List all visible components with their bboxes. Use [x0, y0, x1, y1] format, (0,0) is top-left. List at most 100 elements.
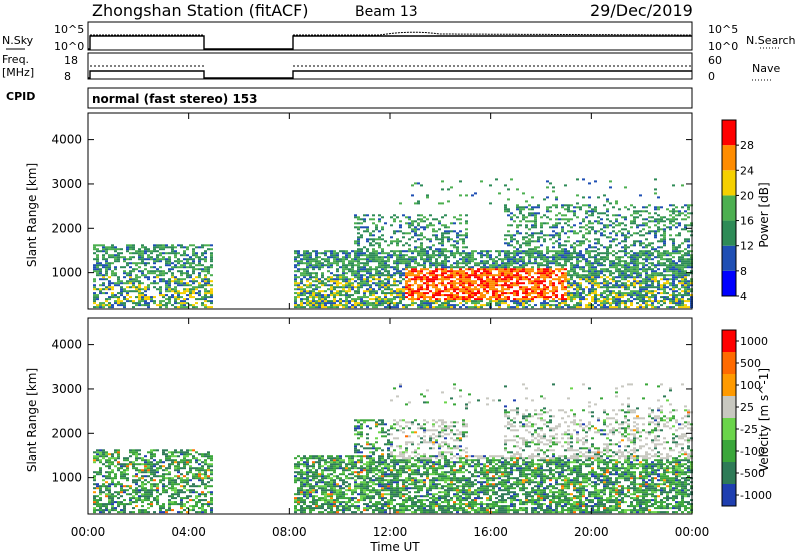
heatmap-cell: [642, 224, 645, 227]
heatmap-cell: [141, 459, 144, 462]
heatmap-cell: [381, 280, 384, 283]
heatmap-cell: [120, 467, 123, 470]
heatmap-cell: [168, 467, 171, 470]
heatmap-cell: [675, 262, 678, 265]
heatmap-cell: [675, 206, 678, 209]
heatmap-cell: [687, 284, 690, 287]
heatmap-cell: [318, 264, 321, 267]
heatmap-cell: [150, 473, 153, 476]
heatmap-cell: [663, 296, 666, 299]
heatmap-cell: [567, 304, 570, 307]
heatmap-cell: [180, 296, 183, 299]
heatmap-cell: [297, 268, 300, 271]
heatmap-cell: [471, 292, 474, 295]
heatmap-cell: [177, 296, 180, 299]
heatmap-cell: [636, 254, 639, 257]
heatmap-cell: [666, 270, 669, 273]
heatmap-cell: [600, 296, 603, 299]
heatmap-cell: [108, 495, 111, 498]
heatmap-cell: [597, 220, 600, 223]
heatmap-cell: [96, 459, 99, 462]
heatmap-cell: [444, 248, 447, 251]
heatmap-cell: [402, 306, 405, 309]
heatmap-cell: [192, 507, 195, 510]
heatmap-cell: [210, 244, 213, 247]
heatmap-cell: [477, 252, 480, 255]
heatmap-cell: [132, 467, 135, 470]
heatmap-cell: [600, 256, 603, 259]
heatmap-cell: [597, 270, 600, 273]
heatmap-cell: [477, 264, 480, 267]
heatmap-cell: [387, 288, 390, 291]
heatmap-cell: [108, 262, 111, 265]
heatmap-cell: [150, 487, 153, 490]
heatmap-cell: [591, 292, 594, 295]
heatmap-cell: [555, 294, 558, 297]
heatmap-cell: [609, 272, 612, 275]
heatmap-cell: [507, 198, 510, 201]
heatmap-cell: [633, 232, 636, 235]
heatmap-cell: [651, 272, 654, 275]
heatmap-cell: [204, 280, 207, 283]
heatmap-cell: [534, 304, 537, 307]
heatmap-cell: [96, 260, 99, 263]
heatmap-cell: [372, 234, 375, 237]
heatmap-cell: [459, 238, 462, 241]
heatmap-cell: [417, 276, 420, 279]
heatmap-cell: [630, 260, 633, 263]
heatmap-cell: [93, 298, 96, 301]
heatmap-cell: [486, 280, 489, 283]
heatmap-cell: [405, 296, 408, 299]
heatmap-cell: [105, 250, 108, 253]
heatmap-cell: [477, 290, 480, 293]
heatmap-cell: [396, 296, 399, 299]
heatmap-cell: [114, 256, 117, 259]
heatmap-cell: [399, 274, 402, 277]
heatmap-cell: [459, 254, 462, 257]
heatmap-cell: [408, 256, 411, 259]
heatmap-cell: [162, 270, 165, 273]
heatmap-cell: [180, 284, 183, 287]
heatmap-cell: [192, 455, 195, 458]
heatmap-cell: [144, 262, 147, 265]
heatmap-cell: [618, 230, 621, 233]
heatmap-cell: [138, 453, 141, 456]
heatmap-cell: [300, 298, 303, 301]
heatmap-cell: [129, 276, 132, 279]
heatmap-cell: [546, 234, 549, 237]
heatmap-cell: [642, 302, 645, 305]
heatmap-cell: [429, 224, 432, 227]
heatmap-cell: [561, 274, 564, 277]
heatmap-cell: [186, 258, 189, 261]
heatmap-cell: [642, 258, 645, 261]
heatmap-cell: [654, 266, 657, 269]
heatmap-cell: [297, 254, 300, 257]
heatmap-cell: [162, 278, 165, 281]
heatmap-cell: [144, 296, 147, 299]
heatmap-cell: [420, 270, 423, 273]
heatmap-cell: [96, 266, 99, 269]
heatmap-cell: [684, 238, 687, 241]
heatmap-cell: [570, 306, 573, 309]
heatmap-cell: [132, 306, 135, 309]
heatmap-cell: [570, 266, 573, 269]
heatmap-cell: [450, 274, 453, 277]
heatmap-cell: [375, 278, 378, 281]
heatmap-cell: [318, 278, 321, 281]
heatmap-cell: [576, 302, 579, 305]
heatmap-cell: [339, 290, 342, 293]
heatmap-cell: [417, 222, 420, 225]
heatmap-cell: [624, 206, 627, 209]
heatmap-cell: [135, 302, 138, 305]
heatmap-cell: [660, 286, 663, 289]
heatmap-cell: [363, 214, 366, 217]
heatmap-cell: [102, 266, 105, 269]
heatmap-cell: [414, 256, 417, 259]
heatmap-cell: [405, 260, 408, 263]
heatmap-cell: [186, 254, 189, 257]
heatmap-cell: [549, 276, 552, 279]
heatmap-cell: [447, 278, 450, 281]
heatmap-cell: [678, 222, 681, 225]
heatmap-cell: [486, 250, 489, 253]
heatmap-cell: [123, 258, 126, 261]
